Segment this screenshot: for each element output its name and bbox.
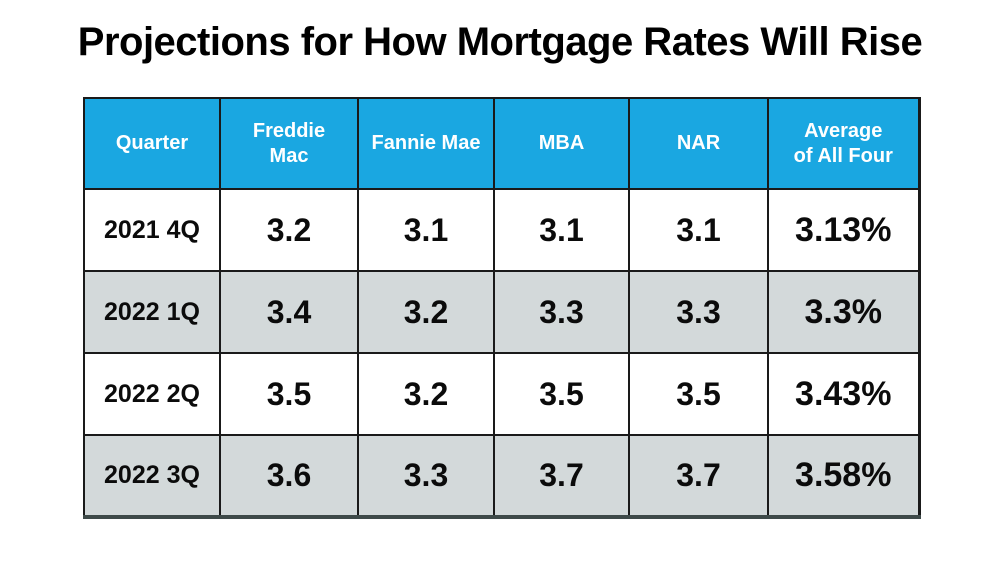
table-row-2022-3q: 2022 3Q 3.6 3.3 3.7 3.7 3.58% xyxy=(83,434,920,518)
rate-cell: 3.7 xyxy=(493,434,630,518)
column-header-line: Quarter xyxy=(115,132,189,154)
rate-cell: 3.3 xyxy=(493,270,630,354)
quarter-cell: 2022 3Q xyxy=(83,434,221,518)
table-row-2022-2q: 2022 2Q 3.5 3.2 3.5 3.5 3.43% xyxy=(83,352,920,436)
quarter-cell: 2022 2Q xyxy=(83,352,221,436)
rate-cell: 3.1 xyxy=(493,188,630,272)
rate-cell: 3.5 xyxy=(219,352,359,436)
table-body: 2021 4Q 3.2 3.1 3.1 3.1 3.13% 2022 1Q 3.4 3.2 3.3… xyxy=(83,188,920,518)
rate-cell: 3.7 xyxy=(628,434,769,518)
rate-cell: 3.3 xyxy=(628,270,769,354)
table-row-2021-4q: 2021 4Q 3.2 3.1 3.1 3.1 3.13% xyxy=(83,188,920,272)
rate-cell: 3.2 xyxy=(357,352,495,436)
rate-cell: 3.1 xyxy=(628,188,769,272)
table-header-row: Quarter Freddie Mac Fannie Mae MBA NAR Average… xyxy=(83,97,920,190)
rate-cell: 3.5 xyxy=(493,352,630,436)
rate-cell: 3.6 xyxy=(219,434,359,518)
quarter-cell: 2022 1Q xyxy=(83,270,221,354)
column-header-line: Average xyxy=(804,119,883,142)
rate-cell: 3.1 xyxy=(357,188,495,272)
column-header-line: Fannie Mae xyxy=(371,132,481,154)
column-header-line: NAR xyxy=(676,132,721,154)
rate-cell: 3.5 xyxy=(628,352,769,436)
average-cell: 3.13% xyxy=(767,188,920,272)
column-header-quarter: Quarter xyxy=(83,97,221,190)
average-cell: 3.58% xyxy=(767,434,920,518)
quarter-cell: 2021 4Q xyxy=(83,188,221,272)
page-title: Projections for How Mortgage Rates Will … xyxy=(77,20,923,64)
rate-cell: 3.4 xyxy=(219,270,359,354)
rate-cell: 3.3 xyxy=(357,434,495,518)
table-row-2022-1q: 2022 1Q 3.4 3.2 3.3 3.3 3.3% xyxy=(83,270,920,354)
column-header-line: MBA xyxy=(538,132,585,154)
column-header-average-of-all-four: Average of All Four xyxy=(767,97,920,190)
column-header-line: Mac xyxy=(269,144,309,167)
column-header-line: Freddie xyxy=(252,119,326,142)
column-header-fannie-mae: Fannie Mae xyxy=(357,97,495,190)
column-header-nar: NAR xyxy=(628,97,769,190)
mortgage-rates-table: Quarter Freddie Mac Fannie Mae MBA NAR Average… xyxy=(83,97,921,519)
column-header-freddie-mac: Freddie Mac xyxy=(219,97,359,190)
average-cell: 3.43% xyxy=(767,352,920,436)
column-header-mba: MBA xyxy=(493,97,630,190)
column-header-line: of All Four xyxy=(793,144,893,167)
table-header: Quarter Freddie Mac Fannie Mae MBA NAR Average… xyxy=(83,97,920,190)
rate-cell: 3.2 xyxy=(357,270,495,354)
rate-cell: 3.2 xyxy=(219,188,359,272)
average-cell: 3.3% xyxy=(767,270,920,354)
